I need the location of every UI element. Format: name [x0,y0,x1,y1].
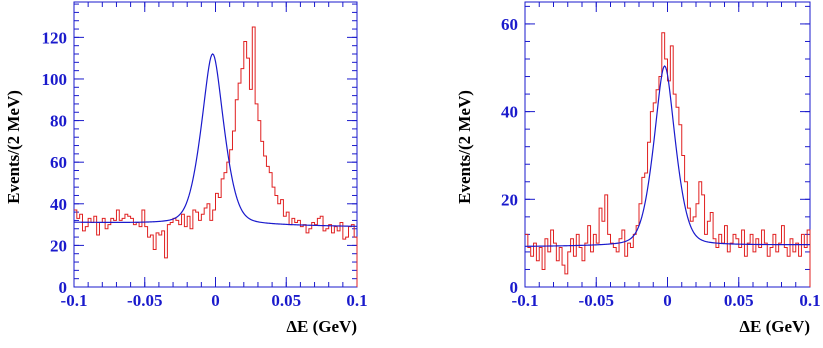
x-axis-title: ΔE (GeV) [286,317,357,336]
y-tick-label: 0 [59,278,68,297]
x-tick-label: 0.1 [799,291,820,310]
x-tick-label: 0 [663,291,672,310]
fit-curve [524,65,810,247]
x-tick-label: 0 [211,291,220,310]
y-axis-title: Events/(2 MeV) [455,90,474,204]
y-tick-label: 20 [501,190,518,209]
x-tick-label: -0.1 [61,291,88,310]
x-tick-label: 0.05 [271,291,301,310]
histogram-series [525,32,811,287]
x-axis-title: ΔE (GeV) [739,317,810,336]
y-tick-label: 0 [510,278,519,297]
left-panel: -0.1 -0.05 0 0.05 0.1 0 20 40 60 80 100 120 ΔE (GeV)… [4,1,368,336]
y-tick-label: 60 [50,153,67,172]
y-tick-label: 20 [50,236,67,255]
histogram-series [74,26,358,287]
y-axis-title: Events/(2 MeV) [4,90,23,204]
x-tick-label: 0.05 [724,291,754,310]
x-tick-label: -0.1 [512,291,539,310]
right-panel: -0.1 -0.05 0 0.05 0.1 0 20 40 60 ΔE (GeV) Events/(… [455,1,821,336]
y-tick-label: 100 [42,70,68,89]
y-tick-label: 60 [501,15,518,34]
x-tick-label: 0.1 [346,291,367,310]
y-tick-label: 40 [50,195,67,214]
y-tick-label: 40 [501,103,518,122]
y-tick-label: 120 [42,28,68,47]
fit-curve [73,53,358,227]
plot-frame [73,1,358,288]
y-tick-label: 80 [50,112,67,131]
x-tick-label: -0.05 [127,291,162,310]
x-tick-label: -0.05 [579,291,614,310]
